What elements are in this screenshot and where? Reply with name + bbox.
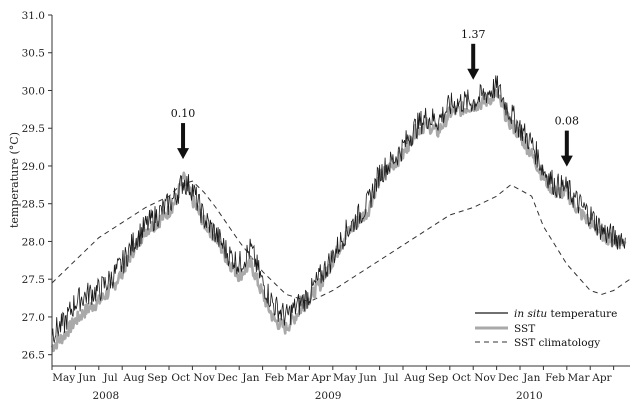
y-tick-label: 28.5 — [22, 199, 45, 211]
year-label: 2009 — [315, 390, 342, 402]
x-tick-label: Jul — [102, 372, 118, 384]
x-tick-label: Oct — [452, 372, 471, 384]
y-tick-label: 27.5 — [22, 274, 45, 286]
x-axis: May Jun Jul Aug Sep Oct Nov Dec Jan Feb Mar Apr May J… — [51, 365, 630, 402]
x-tick-label: Mar — [568, 372, 591, 384]
legend-label-climatology: SST climatology — [514, 337, 600, 349]
x-tick-label: Aug — [122, 372, 144, 384]
x-tick-label: Aug — [403, 372, 425, 384]
y-tick-label: 30.0 — [22, 85, 45, 97]
y-axis: 26.5 27.0 27.5 28.0 28.5 29.0 29.5 30.0 30.5 31.0 — [22, 10, 53, 366]
x-tick-label: Oct — [171, 372, 190, 384]
x-tick-label: Feb — [545, 372, 565, 384]
legend-label-in-situ-rest: temperature — [547, 308, 617, 320]
y-tick-label: 27.0 — [22, 312, 45, 324]
y-tick-label: 29.5 — [22, 123, 45, 135]
x-tick-label: Nov — [193, 372, 215, 384]
annotation-arrow-head — [177, 148, 190, 160]
legend-label-in-situ-italic: in situ — [514, 308, 547, 320]
x-tick-label: May — [333, 372, 356, 384]
y-tick-label: 31.0 — [22, 10, 45, 22]
x-tick-label: Jan — [241, 372, 259, 384]
x-tick-label: Feb — [264, 372, 284, 384]
x-tick-label: Mar — [287, 372, 310, 384]
x-tick-label: Apr — [591, 372, 612, 384]
legend: in situ temperature SST SST climatology — [475, 308, 617, 349]
year-label: 2008 — [92, 390, 119, 402]
x-tick-label: Nov — [474, 372, 496, 384]
x-tick-label: Jan — [522, 372, 540, 384]
annotation-label: 1.37 — [461, 28, 486, 41]
series-line-sst-climatology — [51, 180, 631, 303]
y-tick-label: 26.5 — [22, 350, 45, 362]
legend-label-in-situ: in situ temperature — [514, 308, 617, 320]
x-tick-label: Dec — [217, 372, 238, 384]
y-tick-label: 28.0 — [22, 236, 45, 248]
x-tick-label: Apr — [310, 372, 331, 384]
x-tick-label: May — [52, 372, 75, 384]
series-line-in-situ — [51, 75, 626, 343]
x-tick-label: Jul — [383, 372, 399, 384]
annotation-arrow-head — [560, 155, 573, 167]
in-situ-line-layer — [51, 75, 626, 343]
x-tick-label: Jun — [358, 372, 377, 384]
year-label: 2010 — [516, 390, 543, 402]
plot-area — [50, 75, 631, 353]
legend-label-sst: SST — [514, 323, 535, 335]
x-tick-label: Sep — [147, 372, 167, 384]
climatology-line-layer — [51, 180, 631, 303]
x-tick-label: Jun — [77, 372, 96, 384]
y-tick-label: 29.0 — [22, 161, 45, 173]
x-tick-label: Sep — [428, 372, 448, 384]
annotations: 0.10 1.37 0.08 — [171, 28, 579, 167]
x-tick-label: Dec — [498, 372, 519, 384]
y-axis-label: temperature (°C) — [8, 132, 21, 228]
annotation-label: 0.08 — [555, 115, 580, 128]
y-tick-label: 30.5 — [22, 48, 45, 60]
annotation-label: 0.10 — [171, 107, 196, 120]
annotation-arrow-head — [467, 68, 480, 80]
